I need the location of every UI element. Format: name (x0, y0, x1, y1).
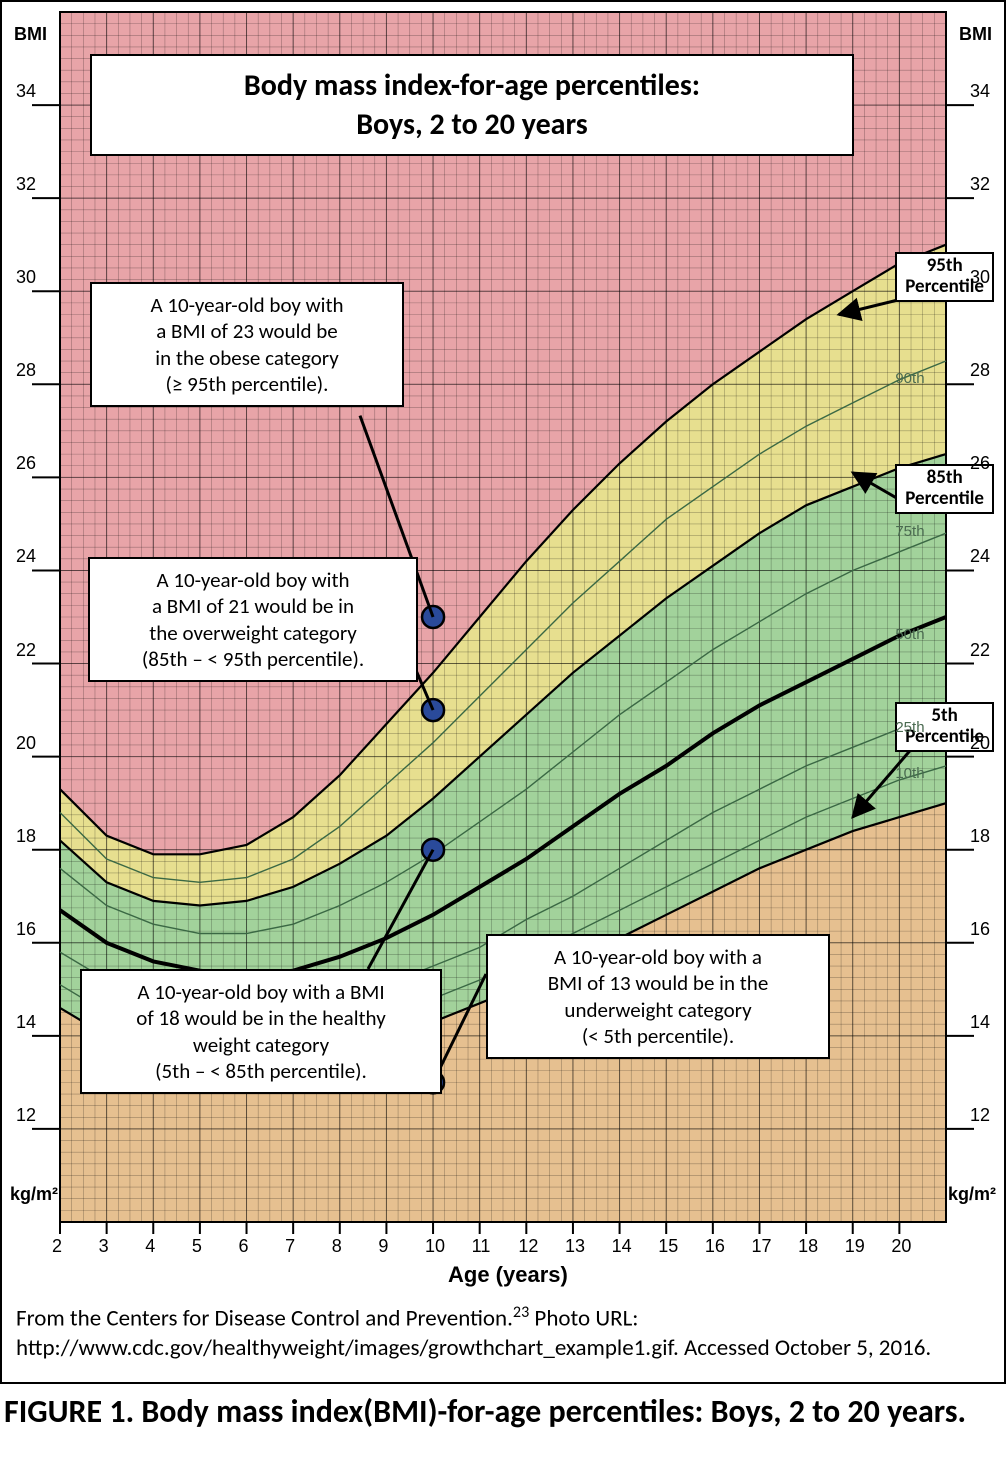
x-tick: 7 (285, 1236, 295, 1257)
callout-line: A 10-year-old boy with (102, 292, 392, 318)
callout-healthy: A 10-year-old boy with a BMIof 18 would … (80, 969, 442, 1094)
y-tick-right: 34 (970, 81, 990, 102)
x-tick: 3 (99, 1236, 109, 1257)
y-tick-right: 30 (970, 267, 990, 288)
x-tick: 4 (145, 1236, 155, 1257)
source-note: From the Centers for Disease Control and… (2, 1293, 1004, 1382)
callout-under: A 10-year-old boy with aBMI of 13 would … (486, 934, 830, 1059)
curve-label: 50th (895, 626, 924, 643)
callout-line: weight category (92, 1032, 430, 1058)
x-tick: 17 (751, 1236, 771, 1257)
y-tick-left: 20 (16, 733, 36, 754)
x-tick: 11 (472, 1236, 491, 1257)
curve-label: 75th (895, 523, 924, 540)
y-tick-left: 22 (16, 640, 36, 661)
y-axis-unit-left: kg/m² (10, 1184, 58, 1205)
x-tick: 18 (798, 1236, 818, 1257)
callout-obese: A 10-year-old boy witha BMI of 23 would … (90, 282, 404, 407)
figure-wrap: Body mass index-for-age percentiles: Boy… (0, 0, 1006, 1442)
y-tick-right: 14 (970, 1012, 990, 1033)
callout-line: the overweight category (100, 620, 406, 646)
x-tick: 10 (425, 1236, 445, 1257)
y-axis-label-right: BMI (959, 24, 992, 45)
x-tick: 15 (658, 1236, 678, 1257)
y-tick-right: 24 (970, 546, 990, 567)
callout-line: underweight category (498, 997, 818, 1023)
curve-label: 10th (895, 765, 924, 782)
y-axis-label-left: BMI (14, 24, 47, 45)
y-tick-left: 30 (16, 267, 36, 288)
x-axis-title: Age (years) (448, 1262, 568, 1288)
x-tick: 12 (518, 1236, 538, 1257)
chart-title-line1: Body mass index-for-age percentiles: (112, 66, 832, 105)
y-tick-left: 34 (16, 81, 36, 102)
x-tick: 20 (891, 1236, 911, 1257)
y-tick-right: 16 (970, 919, 990, 940)
figure-caption: FIGURE 1. Body mass index(BMI)-for-age p… (0, 1384, 1006, 1442)
x-tick: 2 (52, 1236, 62, 1257)
y-tick-left: 24 (16, 546, 36, 567)
y-tick-right: 18 (970, 826, 990, 847)
callout-line: A 10-year-old boy with a BMI (92, 979, 430, 1005)
callout-line: (85th – < 95th percentile). (100, 646, 406, 672)
y-tick-left: 14 (16, 1012, 36, 1033)
x-tick: 8 (332, 1236, 342, 1257)
callout-line: of 18 would be in the healthy (92, 1005, 430, 1031)
source-sup: 23 (513, 1303, 529, 1322)
callout-line: A 10-year-old boy with (100, 567, 406, 593)
chart-panel: Body mass index-for-age percentiles: Boy… (0, 0, 1006, 1384)
y-tick-right: 28 (970, 360, 990, 381)
y-tick-right: 32 (970, 174, 990, 195)
callout-line: (5th – < 85th percentile). (92, 1058, 430, 1084)
y-tick-left: 28 (16, 360, 36, 381)
callout-line: BMI of 13 would be in the (498, 970, 818, 996)
y-tick-left: 12 (16, 1105, 36, 1126)
callout-line: A 10-year-old boy with a (498, 944, 818, 970)
curve-label: 90th (895, 370, 924, 387)
source-text-1: From the Centers for Disease Control and… (16, 1304, 513, 1332)
x-tick: 13 (565, 1236, 585, 1257)
y-tick-right: 22 (970, 640, 990, 661)
y-tick-right: 12 (970, 1105, 990, 1126)
y-axis-unit-right: kg/m² (948, 1184, 996, 1205)
y-tick-right: 26 (970, 453, 990, 474)
y-tick-right: 20 (970, 733, 990, 754)
x-tick: 9 (378, 1236, 388, 1257)
callout-line: in the obese category (102, 345, 392, 371)
callout-over: A 10-year-old boy witha BMI of 21 would … (88, 557, 418, 682)
callout-line: a BMI of 21 would be in (100, 593, 406, 619)
x-tick: 6 (239, 1236, 249, 1257)
chart-title: Body mass index-for-age percentiles: Boy… (90, 54, 854, 156)
callout-line: (< 5th percentile). (498, 1023, 818, 1049)
y-tick-left: 18 (16, 826, 36, 847)
chart-title-line2: Boys, 2 to 20 years (112, 105, 832, 144)
curve-label: 25th (895, 719, 924, 736)
x-tick: 14 (612, 1236, 632, 1257)
y-tick-left: 32 (16, 174, 36, 195)
callout-line: (≥ 95th percentile). (102, 371, 392, 397)
x-tick: 16 (705, 1236, 725, 1257)
y-tick-left: 16 (16, 919, 36, 940)
callout-line: a BMI of 23 would be (102, 318, 392, 344)
x-tick: 5 (192, 1236, 202, 1257)
y-tick-left: 26 (16, 453, 36, 474)
x-tick: 19 (845, 1236, 865, 1257)
